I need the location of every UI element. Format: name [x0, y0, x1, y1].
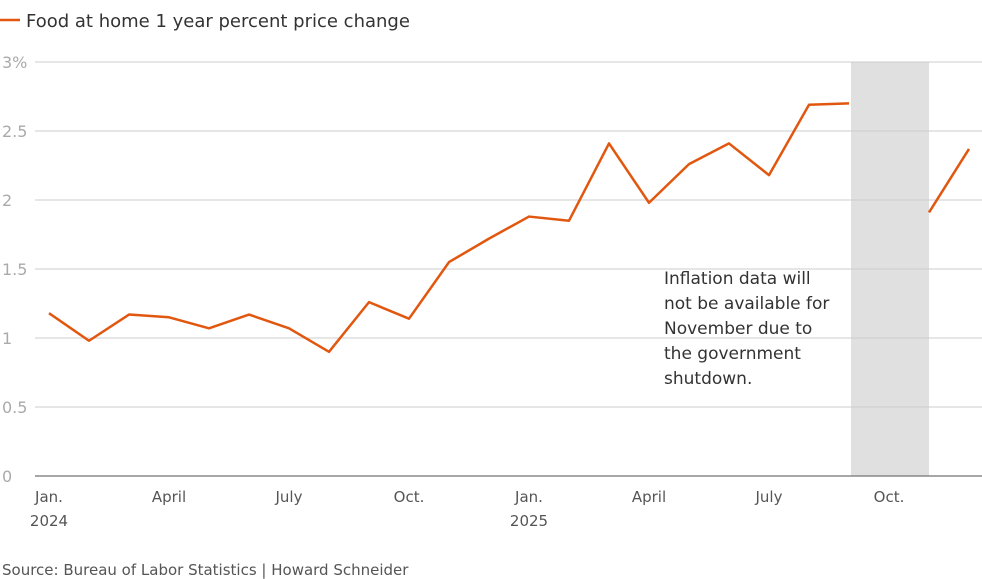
- x-tick-label: July: [275, 488, 303, 506]
- x-tick-year: 2024: [30, 512, 68, 530]
- x-tick-label: Jan.: [34, 488, 63, 506]
- annotation-line: Inflation data will: [664, 269, 811, 289]
- x-tick-label: Oct.: [394, 488, 425, 506]
- x-tick-label: Oct.: [874, 488, 905, 506]
- y-tick-label: 1.5: [2, 260, 27, 279]
- series-line: [48, 102, 850, 354]
- annotation-line: shutdown.: [664, 369, 752, 389]
- x-tick-label: Jan.: [514, 488, 543, 506]
- y-tick-label: 2.5: [2, 122, 27, 141]
- source-note: Source: Bureau of Labor Statistics | How…: [2, 561, 409, 579]
- x-tick-year: 2025: [510, 512, 548, 530]
- series-line: [927, 148, 971, 214]
- legend-label: Food at home 1 year percent price change: [26, 11, 410, 32]
- y-tick-label: 1: [2, 329, 12, 348]
- y-tick-label: 0: [2, 467, 12, 486]
- x-tick-label: April: [632, 488, 666, 506]
- x-tick-label: July: [755, 488, 783, 506]
- annotation-line: not be available for: [664, 294, 829, 314]
- y-tick-label: 2: [2, 191, 12, 210]
- annotation-line: November due to: [664, 319, 812, 339]
- annotation-line: the government: [664, 344, 801, 364]
- y-tick-label: 3%: [2, 53, 27, 72]
- x-tick-label: April: [152, 488, 186, 506]
- y-tick-label: 0.5: [2, 398, 27, 417]
